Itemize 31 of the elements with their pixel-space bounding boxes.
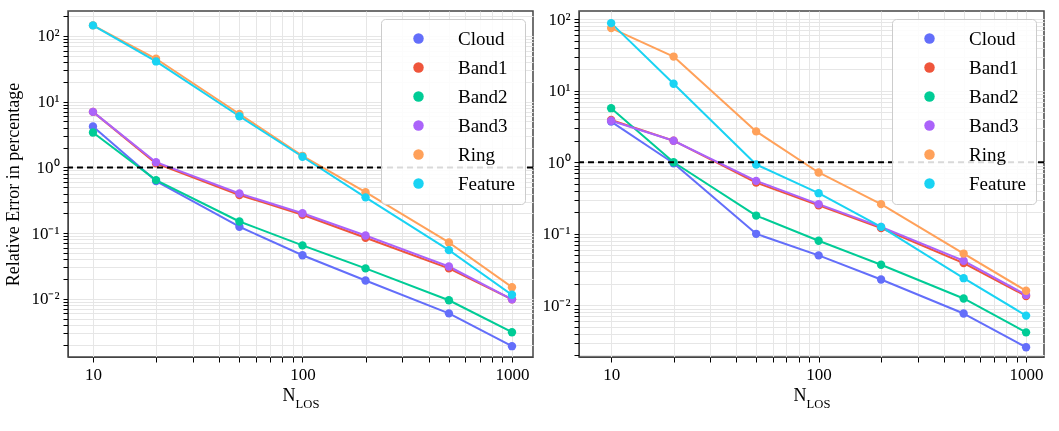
y-tick-label: 10⁰: [36, 157, 60, 177]
y-tick-label: 10²: [37, 26, 60, 46]
x-axis-title: N$_{LOS}$: [282, 384, 320, 411]
legend-label: Ring: [458, 143, 496, 165]
y-tick-label: 10⁻¹: [542, 224, 571, 244]
y-tick-label: 10⁻²: [542, 295, 571, 315]
legend-label: Band3: [969, 114, 1019, 136]
y-tick-label: 10⁻¹: [31, 223, 60, 243]
x-axis-title: N$_{LOS}$: [793, 384, 831, 411]
legend-label: Band1: [458, 56, 508, 78]
x-tick-label: 1000: [495, 364, 530, 384]
x-tick-label: 1000: [1009, 364, 1044, 384]
legend-label: Feature: [969, 172, 1026, 194]
y-tick-label: 10¹: [548, 81, 571, 101]
y-tick-label: 10¹: [37, 92, 60, 112]
legend-label: Band2: [969, 85, 1019, 107]
legend-label: Ring: [969, 143, 1007, 165]
y-tick-label: 10⁻²: [31, 289, 60, 309]
y-axis-title: Relative Error in percentage: [3, 82, 24, 287]
x-tick-label: 10: [603, 364, 621, 384]
legend-label: Cloud: [458, 27, 505, 49]
x-tick-label: 100: [806, 364, 832, 384]
legend-label: Band1: [969, 56, 1019, 78]
legend-label: Band3: [458, 114, 508, 136]
legend-label: Cloud: [969, 27, 1016, 49]
y-tick-label: 10²: [548, 9, 571, 29]
legend-label: Feature: [458, 172, 515, 194]
legend-label: Band2: [458, 85, 508, 107]
x-tick-label: 100: [290, 364, 316, 384]
y-tick-label: 10⁰: [547, 152, 571, 172]
x-tick-label: 10: [84, 364, 102, 384]
